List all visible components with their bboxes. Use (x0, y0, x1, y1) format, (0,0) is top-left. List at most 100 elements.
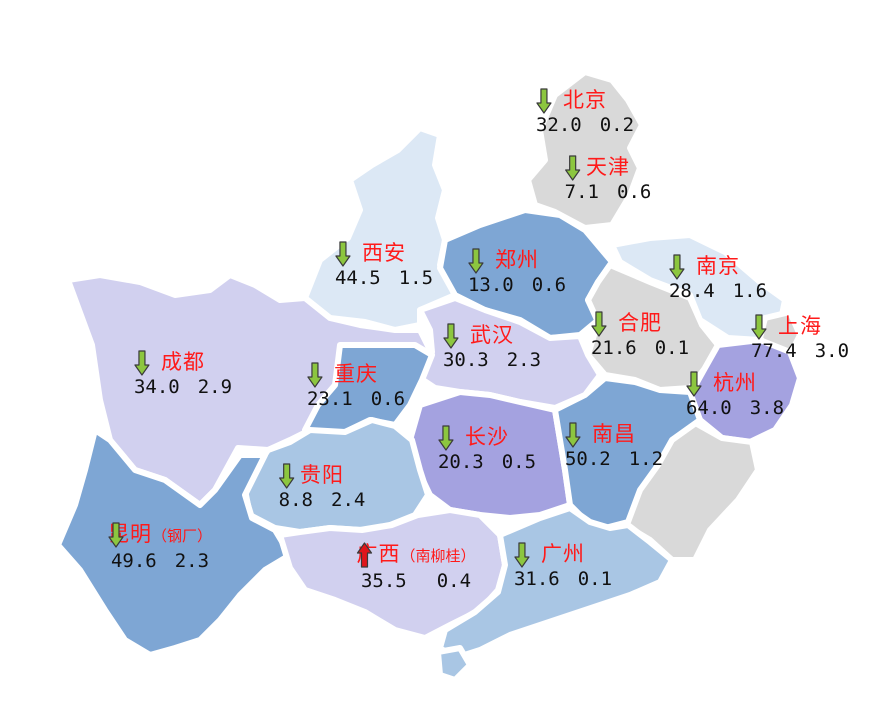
city-chengdu[interactable]: 成都 34.0 2.9 (134, 350, 232, 400)
city-value: 32.0 (535, 114, 582, 136)
down-arrow-icon (514, 542, 530, 568)
region-hainan[interactable] (435, 645, 473, 683)
region-xian[interactable] (302, 125, 458, 333)
down-arrow-icon (134, 350, 150, 376)
trend-arrow-icon (686, 371, 749, 421)
city-tianjin[interactable]: 天津 7.1 0.6 (565, 155, 652, 205)
region-kunming[interactable] (55, 427, 293, 658)
down-arrow-icon (669, 254, 685, 280)
trend-arrow-icon (108, 522, 174, 574)
city-name: 北京 (563, 88, 607, 112)
city-change: 0.4 (436, 570, 472, 592)
city-wuhan[interactable]: 武汉 30.3 2.3 (443, 323, 541, 373)
city-zhengzhou[interactable]: 郑州 13.0 0.6 (468, 248, 566, 298)
city-name: 西安 (362, 241, 406, 265)
city-name: 合肥 (618, 311, 662, 335)
city-name: 长沙 (465, 425, 509, 449)
trend-arrow-icon (514, 542, 577, 592)
city-change: 1.5 (398, 267, 434, 289)
trend-arrow-icon (134, 350, 197, 400)
city-beijing[interactable]: 北京 32.0 0.2 (536, 88, 634, 138)
down-arrow-icon (438, 425, 454, 451)
city-chongqing[interactable]: 重庆 23.1 0.6 (307, 362, 405, 412)
trend-arrow-icon (279, 463, 330, 513)
city-shanghai[interactable]: 上海 77.4 3.0 (751, 314, 849, 364)
city-change: 2.3 (174, 550, 210, 572)
city-hangzhou[interactable]: 杭州 64.0 3.8 (686, 371, 784, 421)
down-arrow-icon (279, 463, 295, 489)
city-name: 重庆 (334, 362, 378, 386)
trend-arrow-icon (751, 314, 814, 364)
down-arrow-icon (307, 362, 323, 388)
city-change: 0.1 (654, 337, 690, 359)
city-hefei[interactable]: 合肥 21.6 0.1 (591, 311, 689, 361)
city-change: 3.8 (749, 397, 785, 419)
trend-arrow-icon (443, 323, 506, 373)
city-changsha[interactable]: 长沙 20.3 0.5 (438, 425, 536, 475)
city-name: 南昌 (592, 422, 636, 446)
down-arrow-icon (591, 311, 607, 337)
city-change: 2.4 (331, 489, 366, 511)
city-value: 7.1 (564, 181, 599, 203)
city-change: 0.2 (599, 114, 635, 136)
trend-arrow-icon (591, 311, 654, 361)
city-value: 8.8 (278, 489, 313, 511)
down-arrow-icon (468, 248, 484, 274)
city-value: 23.1 (306, 388, 353, 410)
trend-arrow-icon (565, 155, 616, 205)
down-arrow-icon (565, 422, 581, 448)
city-value: 30.3 (442, 349, 489, 371)
trend-arrow-icon (565, 422, 628, 472)
city-change: 0.5 (501, 451, 537, 473)
city-name-note: （钢厂） (151, 527, 213, 545)
city-name: 天津 (586, 155, 630, 179)
city-change: 0.6 (370, 388, 406, 410)
city-value: 28.4 (668, 280, 715, 302)
city-guangzhou[interactable]: 广州 31.6 0.1 (514, 542, 612, 592)
down-arrow-icon (108, 522, 124, 548)
trend-arrow-icon (536, 88, 599, 138)
city-name: 上海 (778, 314, 822, 338)
city-name: 贵阳 (300, 463, 344, 487)
city-name: 郑州 (495, 248, 539, 272)
city-change: 3.0 (814, 340, 850, 362)
city-value: 20.3 (437, 451, 484, 473)
trend-arrow-icon (438, 425, 501, 475)
city-name: 成都 (161, 350, 205, 374)
down-arrow-icon (686, 371, 702, 397)
city-name-note: （南柳桂） (400, 547, 476, 565)
city-value: 34.0 (133, 376, 180, 398)
city-guiyang[interactable]: 贵阳 8.8 2.4 (279, 463, 366, 513)
city-value: 35.5 (360, 570, 407, 592)
city-change: 0.1 (577, 568, 613, 590)
city-change: 1.2 (628, 448, 664, 470)
up-arrow-icon (356, 542, 373, 568)
region-nanchang[interactable] (552, 375, 703, 531)
trend-arrow-icon (669, 254, 732, 304)
city-nanjing[interactable]: 南京 28.4 1.6 (669, 254, 767, 304)
region-beijing-tianjin[interactable] (525, 69, 645, 231)
city-value: 50.2 (564, 448, 611, 470)
down-arrow-icon (335, 241, 351, 267)
city-value: 13.0 (467, 274, 514, 296)
city-change: 0.6 (531, 274, 567, 296)
trend-arrow-icon (335, 241, 398, 291)
city-value: 64.0 (685, 397, 732, 419)
region-guangzhou[interactable] (437, 505, 675, 661)
city-nanchang[interactable]: 南昌 50.2 1.2 (565, 422, 663, 472)
city-change: 2.3 (506, 349, 542, 371)
trend-arrow-icon (356, 542, 436, 594)
down-arrow-icon (751, 314, 767, 340)
city-kunming[interactable]: 昆明（钢厂） 49.6 2.3 (108, 522, 212, 574)
city-guangxi[interactable]: 广西（南柳桂） 35.5 0.4 (356, 542, 475, 594)
city-change: 2.9 (197, 376, 233, 398)
city-value: 31.6 (513, 568, 560, 590)
down-arrow-icon (536, 88, 552, 114)
city-name: 杭州 (713, 371, 757, 395)
city-value: 44.5 (334, 267, 381, 289)
city-xian[interactable]: 西安 44.5 1.5 (335, 241, 433, 291)
city-value: 77.4 (750, 340, 797, 362)
down-arrow-icon (443, 323, 459, 349)
